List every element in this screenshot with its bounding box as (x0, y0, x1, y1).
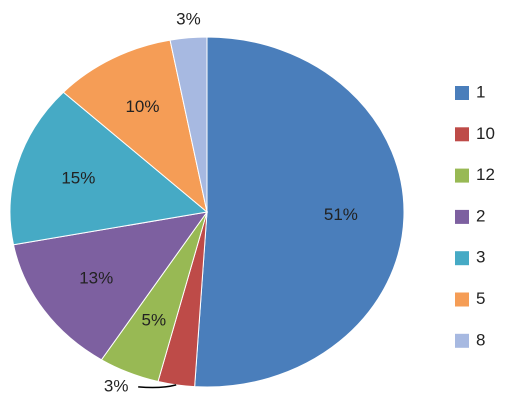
legend-swatch (455, 168, 469, 183)
legend-swatch (455, 333, 469, 348)
legend-swatch (455, 209, 469, 224)
legend-label: 8 (476, 330, 485, 349)
legend-swatch (455, 251, 469, 266)
data-label: 5% (142, 311, 167, 330)
legend-label: 1 (476, 82, 485, 101)
pie-slice (62, 39, 208, 214)
data-label: 3% (104, 376, 129, 395)
data-label: 51% (324, 205, 358, 224)
legend-swatch (455, 86, 469, 100)
pie-slice (169, 36, 208, 213)
data-label: 3% (176, 9, 201, 28)
data-label: 15% (61, 168, 95, 187)
data-label: 13% (79, 268, 113, 287)
legend-label: 12 (476, 165, 495, 184)
data-label: 10% (125, 97, 159, 116)
pie-slice (194, 36, 405, 388)
pie-slice (9, 91, 209, 246)
legend-label: 5 (476, 289, 485, 308)
leader-line (138, 384, 177, 389)
legend-swatch (455, 292, 469, 307)
pie-slice (12, 211, 209, 361)
legend-label: 10 (476, 124, 495, 143)
legend-label: 2 (476, 206, 485, 225)
legend-label: 3 (476, 248, 485, 267)
legend-swatch (455, 127, 469, 142)
